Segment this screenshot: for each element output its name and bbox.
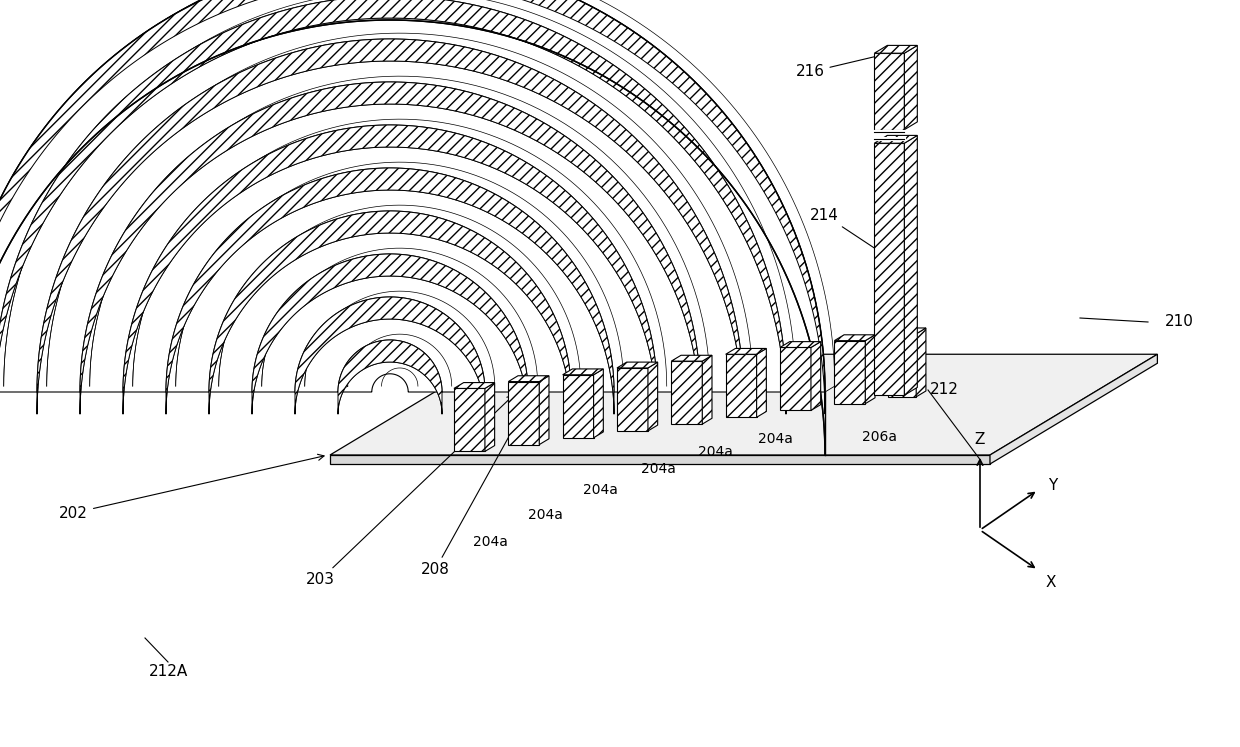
Polygon shape bbox=[123, 125, 657, 414]
Polygon shape bbox=[618, 362, 657, 368]
Polygon shape bbox=[835, 335, 875, 341]
Text: 208: 208 bbox=[374, 72, 584, 87]
Text: 202: 202 bbox=[60, 454, 324, 521]
Text: 204a: 204a bbox=[641, 462, 676, 476]
Text: Z: Z bbox=[975, 432, 986, 447]
Polygon shape bbox=[780, 341, 821, 347]
Text: 204a: 204a bbox=[758, 432, 792, 446]
Polygon shape bbox=[123, 125, 657, 392]
Polygon shape bbox=[874, 135, 918, 143]
Polygon shape bbox=[990, 354, 1157, 464]
Polygon shape bbox=[485, 382, 495, 451]
Polygon shape bbox=[888, 334, 916, 397]
Polygon shape bbox=[756, 348, 766, 418]
Polygon shape bbox=[904, 46, 918, 130]
Text: 212: 212 bbox=[930, 382, 959, 397]
Text: 204a: 204a bbox=[698, 445, 733, 459]
Polygon shape bbox=[295, 297, 485, 392]
Text: 210: 210 bbox=[1166, 314, 1194, 329]
Polygon shape bbox=[330, 455, 990, 464]
Polygon shape bbox=[904, 135, 918, 395]
Polygon shape bbox=[671, 356, 712, 361]
Polygon shape bbox=[618, 368, 649, 431]
Polygon shape bbox=[0, 0, 786, 414]
Polygon shape bbox=[563, 369, 604, 375]
Polygon shape bbox=[874, 53, 904, 130]
Polygon shape bbox=[866, 335, 875, 403]
Polygon shape bbox=[252, 254, 528, 414]
Polygon shape bbox=[37, 39, 743, 392]
Polygon shape bbox=[594, 369, 604, 438]
Polygon shape bbox=[916, 328, 926, 397]
Text: 200a: 200a bbox=[164, 52, 275, 125]
Text: 212A: 212A bbox=[149, 665, 187, 680]
Polygon shape bbox=[0, 0, 786, 392]
Polygon shape bbox=[166, 168, 614, 392]
Polygon shape bbox=[780, 347, 811, 410]
Text: 204a: 204a bbox=[583, 483, 618, 497]
Polygon shape bbox=[874, 46, 918, 53]
Polygon shape bbox=[81, 82, 701, 414]
Text: 204a: 204a bbox=[527, 508, 563, 522]
Polygon shape bbox=[508, 376, 549, 382]
Polygon shape bbox=[725, 354, 756, 418]
Polygon shape bbox=[725, 348, 766, 354]
Polygon shape bbox=[0, 0, 825, 392]
Polygon shape bbox=[888, 328, 926, 334]
Polygon shape bbox=[454, 382, 495, 388]
Polygon shape bbox=[649, 362, 657, 431]
Text: X: X bbox=[1047, 575, 1056, 590]
Text: 208: 208 bbox=[74, 207, 103, 265]
Polygon shape bbox=[166, 168, 614, 414]
Polygon shape bbox=[0, 0, 825, 414]
Text: 204a: 204a bbox=[472, 535, 507, 549]
Polygon shape bbox=[454, 388, 485, 451]
Polygon shape bbox=[811, 341, 821, 410]
Text: 216: 216 bbox=[796, 52, 885, 79]
Text: 214: 214 bbox=[810, 208, 903, 267]
Polygon shape bbox=[210, 211, 570, 392]
Text: Y: Y bbox=[1048, 477, 1058, 492]
Polygon shape bbox=[37, 39, 743, 414]
Polygon shape bbox=[295, 297, 485, 414]
Text: 203: 203 bbox=[305, 395, 513, 587]
Polygon shape bbox=[874, 143, 904, 395]
Text: 206a: 206a bbox=[862, 430, 897, 444]
Polygon shape bbox=[210, 211, 570, 414]
Polygon shape bbox=[702, 356, 712, 424]
Polygon shape bbox=[252, 254, 528, 392]
Polygon shape bbox=[339, 340, 441, 414]
Polygon shape bbox=[330, 354, 1157, 455]
Polygon shape bbox=[508, 382, 539, 444]
Polygon shape bbox=[671, 361, 702, 424]
Polygon shape bbox=[539, 376, 549, 444]
Polygon shape bbox=[835, 341, 866, 403]
Polygon shape bbox=[81, 82, 701, 392]
Polygon shape bbox=[339, 340, 441, 392]
Polygon shape bbox=[563, 375, 594, 438]
Text: 208: 208 bbox=[420, 351, 557, 577]
